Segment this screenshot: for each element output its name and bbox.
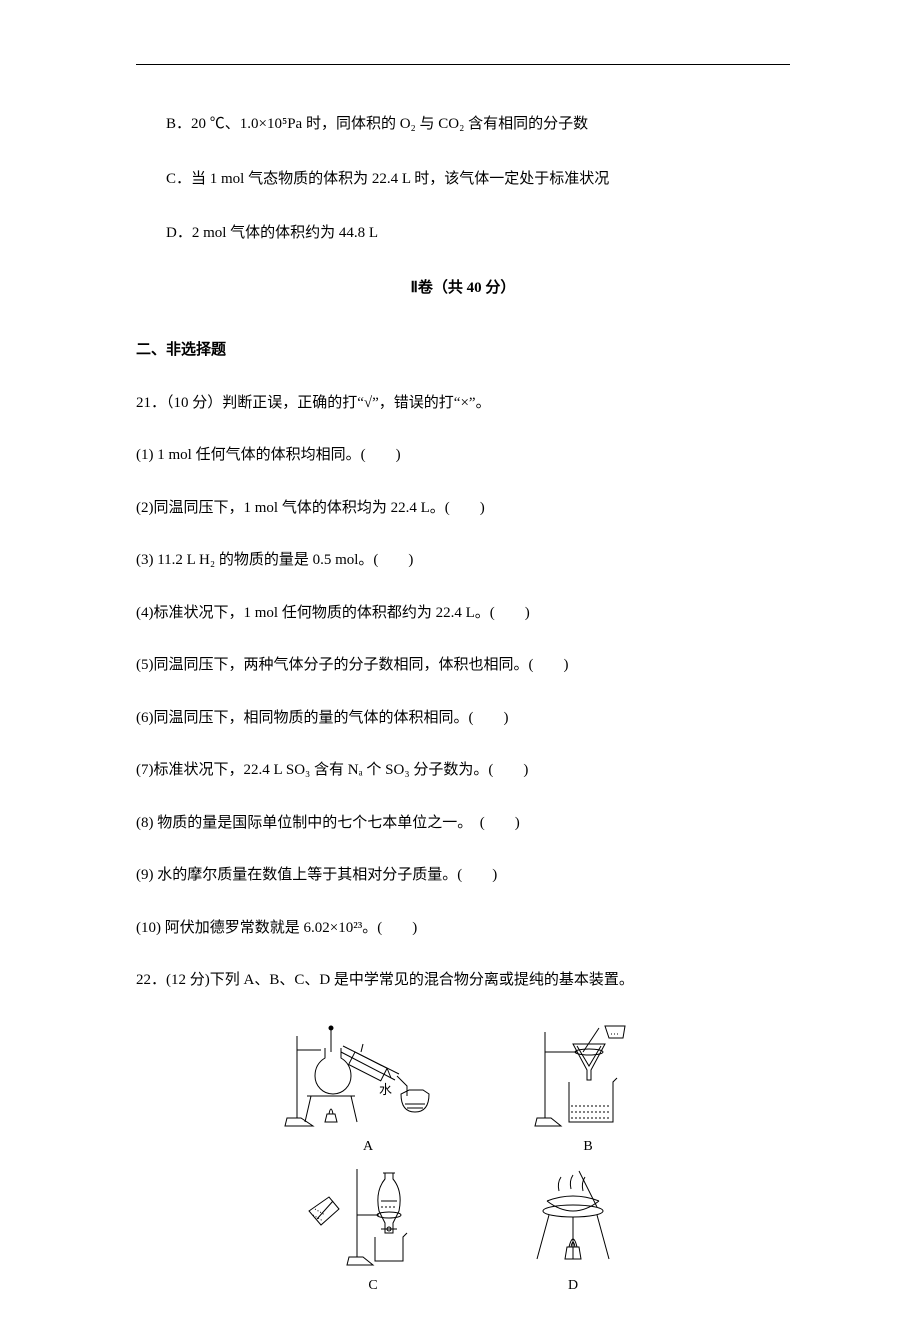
figure-row-1: 水 A <box>283 1022 643 1157</box>
q21-item-10: (10) 阿伏加德罗常数就是 6.02×10²³。( ) <box>136 917 790 940</box>
evaporation-icon <box>523 1161 623 1271</box>
option-c: C．当 1 mol 气态物质的体积为 22.4 L 时，该气体一定处于标准状况 <box>136 168 790 191</box>
figure-d-cell: D <box>523 1161 623 1296</box>
figure-d-label: D <box>568 1275 578 1296</box>
q21-item-8: (8) 物质的量是国际单位制中的七个七本单位之一。 ( ) <box>136 812 790 835</box>
q21-item-4: (4)标准状况下，1 mol 任何物质的体积都约为 22.4 L。( ) <box>136 602 790 625</box>
q22-stem: 22．(12 分)下列 A、B、C、D 是中学常见的混合物分离或提纯的基本装置。 <box>136 969 790 992</box>
option-b: B．20 ℃、1.0×10⁵Pa 时，同体积的 O₂ 与 CO₂ 含有相同的分子… <box>136 113 790 136</box>
part2-title: Ⅱ卷（共 40 分） <box>136 277 790 300</box>
figure-row-2: C <box>303 1161 623 1296</box>
q22-figures: 水 A <box>136 1022 790 1296</box>
figure-a-cell: 水 A <box>283 1022 453 1157</box>
q21-item-7: (7)标准状况下，22.4 L SO₃ 含有 Nₐ 个 SO₃ 分子数为。( ) <box>136 759 790 782</box>
figure-c-label: C <box>368 1275 377 1296</box>
q21-item-9: (9) 水的摩尔质量在数值上等于其相对分子质量。( ) <box>136 864 790 887</box>
q21-item-5: (5)同温同压下，两种气体分子的分子数相同，体积也相同。( ) <box>136 654 790 677</box>
water-label: 水 <box>379 1082 392 1097</box>
option-d: D．2 mol 气体的体积约为 44.8 L <box>136 222 790 245</box>
filtration-icon <box>533 1022 643 1132</box>
q21-item-3: (3) 11.2 L H₂ 的物质的量是 0.5 mol。( ) <box>136 549 790 572</box>
figure-b-label: B <box>583 1136 592 1157</box>
page-top-rule <box>136 64 790 65</box>
distillation-icon: 水 <box>283 1022 453 1132</box>
section2-heading: 二、非选择题 <box>136 339 790 362</box>
figure-a-label: A <box>363 1136 373 1157</box>
separating-funnel-icon <box>303 1161 443 1271</box>
q21-item-2: (2)同温同压下，1 mol 气体的体积均为 22.4 L。( ) <box>136 497 790 520</box>
q21-item-6: (6)同温同压下，相同物质的量的气体的体积相同。( ) <box>136 707 790 730</box>
q21-stem: 21．（10 分）判断正误，正确的打“√”，错误的打“×”。 <box>136 392 790 415</box>
figure-c-cell: C <box>303 1161 443 1296</box>
figure-b-cell: B <box>533 1022 643 1157</box>
q21-item-1: (1) 1 mol 任何气体的体积均相同。( ) <box>136 444 790 467</box>
